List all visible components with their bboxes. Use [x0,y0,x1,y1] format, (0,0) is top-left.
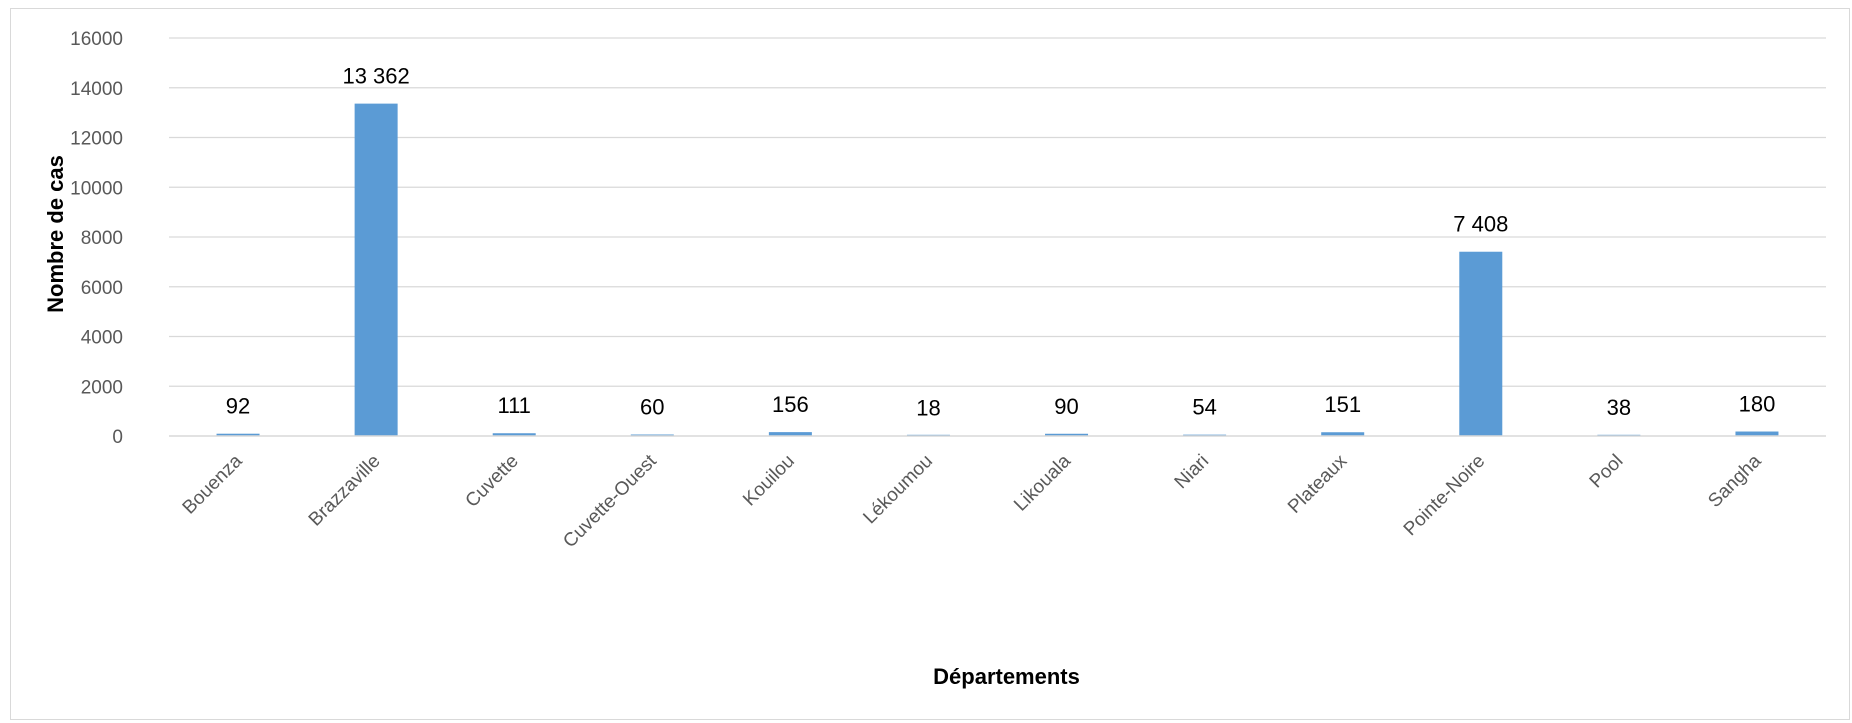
data-label: 60 [640,395,664,420]
x-category-label: Lékoumou [859,451,937,529]
data-label: 92 [226,394,250,419]
x-category-label: Pool [1586,451,1628,493]
data-labels: 92 13 362 111 60 156 18 90 54 151 7 408 38 180 [226,64,1776,421]
y-axis-title: Nombre de cas [43,155,68,313]
data-label: 180 [1739,392,1776,417]
y-tick-label: 12000 [70,129,123,150]
y-tick-label: 6000 [81,278,123,299]
y-tick-label: 16000 [70,29,123,50]
data-label: 90 [1054,394,1078,419]
bar [354,103,398,437]
y-tick-label: 14000 [70,79,123,100]
bar [1045,433,1089,436]
gridlines [169,37,1826,387]
y-axis-ticks: 0 2000 4000 6000 8000 10000 12000 14000 16000 [70,29,123,448]
y-tick-label: 0 [112,427,123,448]
x-category-label: Cuvette [462,451,523,512]
bar [1735,431,1779,436]
x-category-label: Niari [1171,451,1213,493]
bar [1321,432,1365,436]
data-label: 54 [1192,395,1216,420]
y-tick-label: 8000 [81,228,123,249]
data-label: 18 [916,396,940,421]
x-axis-title: Départements [933,664,1080,689]
x-category-label: Brazzaville [305,451,385,531]
bar [768,432,812,436]
x-category-label: Pointe-Noire [1400,451,1490,541]
data-label: 151 [1324,392,1361,417]
data-label: 156 [772,392,809,417]
data-label: 111 [497,393,530,418]
y-tick-label: 10000 [70,178,123,199]
chart-area: 0 2000 4000 6000 8000 10000 12000 14000 16000 92… [10,8,1850,720]
x-category-label: Bouenza [179,450,247,518]
bar-chart: 0 2000 4000 6000 8000 10000 12000 14000 16000 92… [43,29,1826,689]
data-label: 7 408 [1453,212,1508,237]
x-category-label: Kouilou [739,451,799,511]
x-category-label: Plateaux [1284,450,1351,517]
x-axis-categories: Bouenza Brazzaville Cuvette Cuvette-Ouest Ko… [179,450,1766,552]
y-tick-label: 2000 [81,377,123,398]
bar [216,433,260,436]
data-label: 13 362 [342,64,409,89]
bar [492,433,536,436]
x-category-label: Likouala [1010,450,1075,515]
data-label: 38 [1607,395,1631,420]
bar [1459,251,1503,436]
x-category-label: Cuvette-Ouest [559,450,661,552]
y-tick-label: 4000 [81,328,123,349]
x-category-label: Sangha [1704,450,1765,511]
